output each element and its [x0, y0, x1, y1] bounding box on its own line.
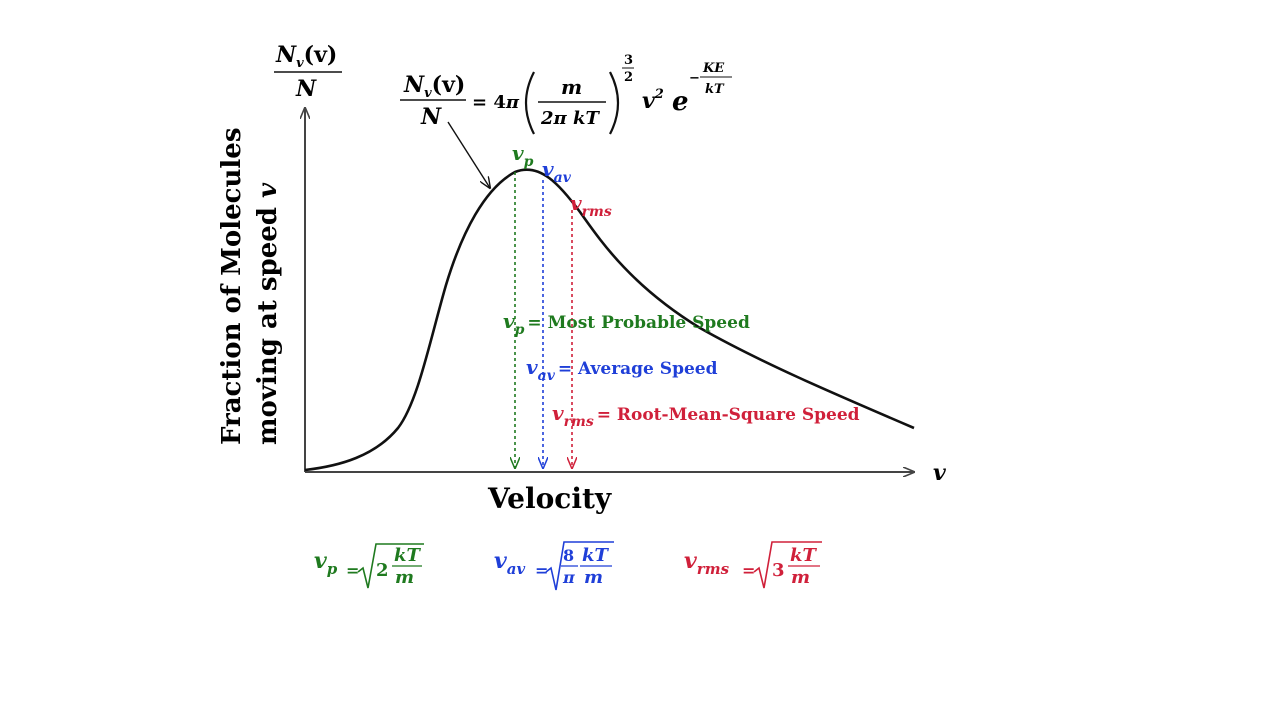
svg-text:m: m	[395, 567, 414, 588]
vav-label: vav	[542, 157, 572, 186]
svg-text:8: 8	[563, 546, 574, 565]
svg-text:Fraction of Molecules: Fraction of Molecules	[217, 128, 247, 445]
formula-vrms: vrms = 3 kT m	[684, 541, 822, 589]
svg-text:m: m	[584, 567, 603, 588]
legend-vrms: vrms = Root-Mean-Square Speed	[552, 401, 860, 430]
x-axis-label: Velocity	[487, 482, 612, 515]
y-axis-fraction: Nv(v) N	[274, 42, 342, 102]
svg-text:2: 2	[376, 560, 389, 581]
y-axis-label: Fraction of Molecules moving at speed v	[217, 128, 283, 445]
formula-vav: vav = 8 π kT m	[494, 541, 614, 591]
svg-text:m: m	[791, 567, 810, 588]
svg-text:m: m	[561, 75, 582, 99]
formula-pointer-arrow	[447, 121, 490, 188]
distribution-formula: Nv(v) N = 4π m 2π kT 3 2 v2 e − KE kT	[400, 53, 732, 135]
svg-text:vav: vav	[494, 548, 526, 578]
svg-text:kT: kT	[582, 545, 609, 566]
vp-label: vp	[512, 141, 534, 170]
svg-text:= 4π: = 4π	[472, 92, 520, 113]
svg-text:kT: kT	[790, 545, 817, 566]
svg-text:=: =	[346, 561, 359, 580]
svg-text:π: π	[562, 568, 575, 587]
svg-text:v2: v2	[642, 87, 664, 114]
svg-text:KE: KE	[702, 61, 725, 76]
svg-text:3: 3	[624, 53, 633, 68]
formula-vp: vp = 2 kT m	[314, 543, 424, 589]
legend-vp: vp = Most Probable Speed	[503, 309, 750, 338]
svg-text:2π kT: 2π kT	[540, 108, 600, 129]
svg-text:Nv(v): Nv(v)	[403, 72, 465, 101]
svg-text:e: e	[672, 87, 689, 117]
svg-text:=: =	[535, 561, 548, 580]
svg-text:vrms: vrms	[684, 548, 730, 578]
svg-text:kT: kT	[705, 82, 725, 97]
svg-text:moving at speed v: moving at speed v	[253, 182, 283, 445]
svg-text:−: −	[689, 71, 700, 86]
legend-vav: vav = Average Speed	[526, 355, 718, 384]
svg-text:3: 3	[772, 560, 785, 581]
svg-text:2: 2	[624, 70, 633, 85]
svg-text:N: N	[295, 76, 317, 102]
x-axis-var: v	[933, 460, 946, 486]
vrms-label: vrms	[570, 191, 612, 220]
svg-text:vp: vp	[314, 548, 338, 578]
svg-text:N: N	[420, 104, 442, 130]
svg-text:Nv(v): Nv(v)	[275, 42, 337, 71]
distribution-curve	[304, 168, 915, 472]
svg-text:kT: kT	[394, 545, 421, 566]
svg-text:=: =	[742, 561, 755, 580]
